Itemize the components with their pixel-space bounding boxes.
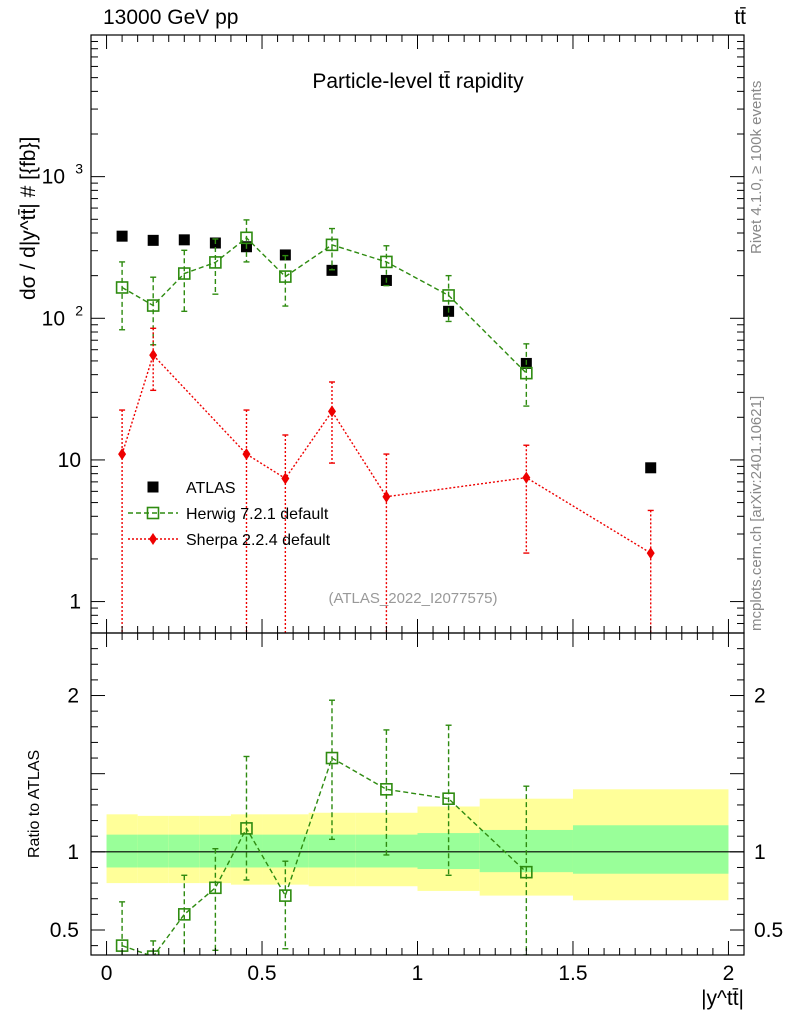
ratio-y-tick-label: 2 [67, 685, 79, 708]
main-y-tick-exponent: 3 [75, 161, 83, 177]
ratio-y-tick-label: 1 [67, 841, 79, 864]
ratio-y-tick-label: 0.5 [50, 919, 79, 942]
herwig-main-point [115, 281, 129, 294]
main-y-tick-exponent: 2 [75, 302, 83, 318]
rivet-version-label: Rivet 4.1.0, ≥ 100k events [748, 80, 765, 254]
x-axis-label: |y^tt̄| [701, 987, 744, 1010]
sherpa-main-point [382, 490, 391, 503]
herwig-main-line [121, 236, 527, 374]
herwig-ratio-point [520, 865, 533, 879]
herwig-ratio-point [240, 822, 253, 835]
main-y-axis-label: dσ / d|y^tt̄| # [{fb}] [17, 136, 40, 300]
main-y-tick-label: 10 [42, 166, 65, 189]
inner-uncertainty-band [137, 834, 169, 868]
legend-marker [149, 533, 157, 545]
herwig-ratio-point [209, 881, 222, 895]
herwig-ratio-point [325, 751, 339, 765]
herwig-main-point [325, 238, 339, 252]
main-y-tick-label: 1 [69, 591, 81, 614]
herwig-main-point [279, 270, 292, 283]
legend-label: Sherpa 2.2.4 default [186, 532, 331, 549]
axes-frames: 1 10 10 2 10 3 0.5 0.5 1 1 2 2 0 0.5 1 1.5 2 [42, 34, 783, 985]
sherpa-main-point [522, 471, 531, 484]
main-y-tick-label: 10 [58, 449, 81, 472]
herwig-main-group [115, 219, 533, 407]
legend-marker [147, 481, 159, 493]
sherpa-main-point [327, 405, 336, 418]
uncertainty-bands [91, 789, 744, 901]
main-y-tick-label: 10 [42, 307, 65, 330]
inner-uncertainty-band [168, 834, 200, 868]
ratio-y-tick-label-right: 0.5 [754, 919, 783, 942]
sherpa-main-point [281, 472, 290, 485]
ratio-y-tick-label-right: 2 [754, 685, 766, 708]
x-tick-label: 0 [101, 962, 113, 985]
legend-label: ATLAS [186, 480, 236, 497]
herwig-ratio-group [115, 699, 533, 955]
sherpa-main-point [149, 349, 158, 362]
legend-marker [146, 506, 160, 520]
atlas-main-point [178, 234, 190, 246]
atlas-main-point [645, 462, 657, 474]
analysis-id-label: (ATLAS_2022_I2077575) [328, 590, 498, 607]
herwig-ratio-point [442, 792, 455, 805]
herwig-main-point [177, 267, 191, 280]
atlas-main-point [116, 230, 128, 242]
legend: ATLAS Herwig 7.2.1 default Sherpa 2.2.4 de… [128, 480, 331, 549]
herwig-main-point [146, 299, 160, 312]
herwig-main-point [442, 289, 455, 302]
herwig-main-point [520, 366, 533, 380]
atlas-main-point [147, 234, 159, 246]
x-tick-label: 0.5 [247, 962, 276, 985]
x-tick-label: 1 [412, 962, 424, 985]
inner-uncertainty-band [572, 825, 729, 874]
inner-uncertainty-band [106, 834, 138, 868]
herwig-main-point [380, 255, 393, 269]
process-label: tt̄ [734, 6, 746, 29]
sherpa-main-point [242, 448, 251, 461]
herwig-ratio-point [177, 908, 191, 921]
herwig-ratio-line [121, 757, 527, 955]
legend-label: Herwig 7.2.1 default [186, 506, 329, 523]
sherpa-main-point [646, 547, 655, 560]
sherpa-main-point [118, 448, 127, 461]
series-layer [115, 219, 657, 955]
chart-title: Particle-level tt̄ rapidity [312, 70, 524, 93]
inner-uncertainty-band [308, 834, 356, 868]
x-tick-label: 2 [723, 962, 735, 985]
herwig-main-point [209, 256, 222, 269]
ratio-y-axis-label: Ratio to ATLAS [26, 749, 43, 858]
beam-energy-label: 13000 GeV pp [103, 6, 239, 29]
herwig-ratio-point [380, 783, 393, 796]
x-tick-label: 1.5 [558, 962, 587, 985]
herwig-ratio-point [279, 889, 292, 902]
herwig-main-point [240, 231, 253, 245]
ratio-y-tick-label-right: 1 [754, 841, 766, 864]
